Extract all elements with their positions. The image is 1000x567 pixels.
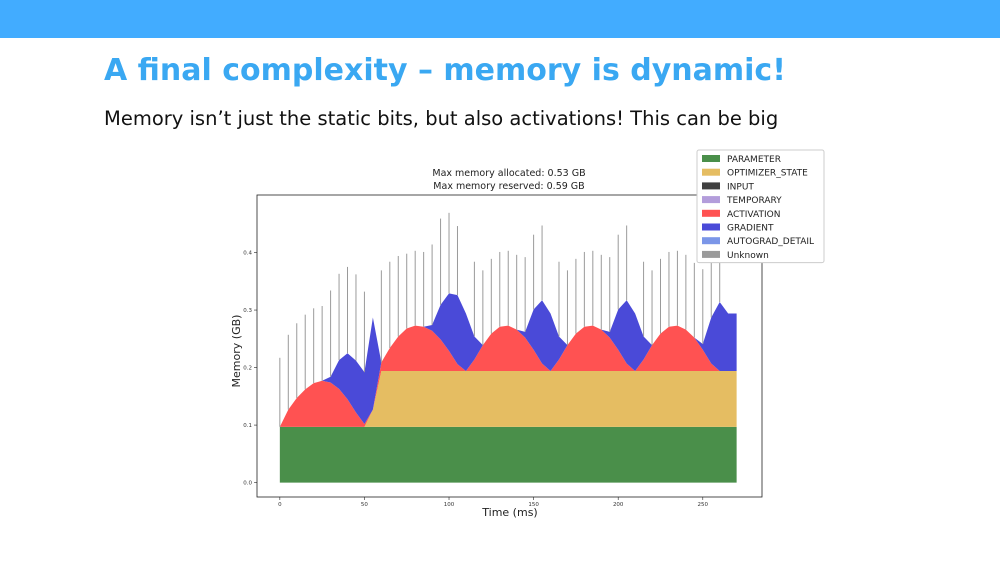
plot-frame [256,194,763,498]
slide-title: A final complexity – memory is dynamic! [104,53,786,88]
x-axis-label: Time (ms) [481,506,537,519]
memory-area [279,371,737,427]
chart-title: Max memory allocated: 0.53 GB [432,168,585,179]
chart-subtitle: Max memory reserved: 0.59 GB [433,181,584,192]
legend-label: TEMPORARY [726,196,782,206]
legend-swatch [702,182,720,190]
memory-area [279,325,737,427]
legend-label: Unknown [727,251,769,261]
x-tick-label: 200 [613,502,624,508]
legend-label: INPUT [727,182,754,192]
x-tick-label: 150 [528,502,539,508]
legend-swatch [702,168,720,176]
chart: Max memory allocated: 0.53 GB Max memory… [230,149,825,519]
y-tick-label: 0.3 [243,308,252,314]
legend-label: AUTOGRAD_DETAIL [727,237,814,247]
legend-swatch [702,250,720,258]
y-tick-label: 0.1 [243,423,252,429]
y-tick-label: 0.2 [243,366,252,372]
x-tick-label: 100 [444,502,455,508]
legend-swatch [702,223,720,231]
legend-swatch [702,237,720,245]
legend-label: GRADIENT [727,224,774,234]
legend-label: ACTIVATION [727,210,780,220]
y-tick-label: 0.0 [243,481,252,487]
memory-area [279,293,737,427]
x-tick-label: 0 [278,502,282,508]
y-axis-label: Memory (GB) [230,315,243,388]
legend-label: OPTIMIZER_STATE [727,169,808,179]
x-tick-label: 50 [361,502,368,508]
legend-swatch [702,196,720,204]
x-tick-label: 250 [698,502,709,508]
memory-area [279,426,737,483]
legend-swatch [702,209,720,217]
legend-box [696,149,825,264]
legend-swatch [702,155,720,162]
slide-subtitle: Memory isn’t just the static bits, but a… [104,107,778,130]
y-tick-label: 0.4 [243,251,252,257]
legend-label: PARAMETER [727,155,781,165]
top-bar [0,0,1000,38]
